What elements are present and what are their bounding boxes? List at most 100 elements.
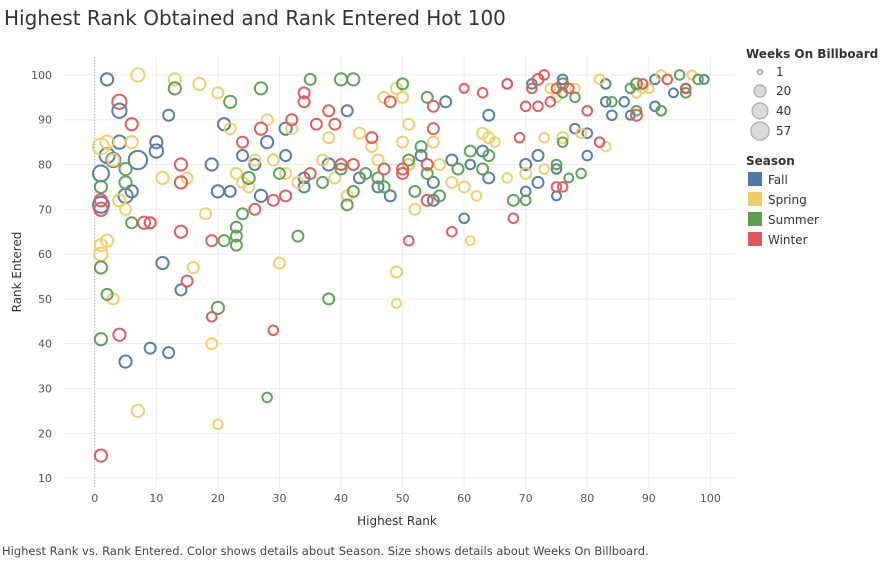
data-point bbox=[446, 225, 458, 238]
data-point bbox=[575, 167, 587, 180]
data-point bbox=[698, 73, 710, 85]
data-point bbox=[278, 121, 293, 136]
data-point bbox=[439, 95, 453, 109]
data-point bbox=[476, 162, 490, 176]
data-point bbox=[346, 72, 361, 87]
data-point bbox=[420, 90, 434, 104]
data-point bbox=[242, 180, 256, 194]
data-point bbox=[606, 109, 618, 122]
y-tick-label: 10 bbox=[38, 472, 52, 485]
y-tick-label: 90 bbox=[38, 114, 52, 127]
data-point bbox=[618, 96, 630, 108]
data-point bbox=[414, 140, 428, 154]
data-point bbox=[297, 86, 311, 100]
data-point bbox=[93, 448, 109, 463]
data-point bbox=[322, 131, 336, 145]
data-point bbox=[371, 171, 385, 185]
data-point bbox=[186, 261, 200, 275]
data-point bbox=[340, 198, 354, 212]
data-point bbox=[297, 95, 311, 109]
data-point bbox=[377, 180, 391, 194]
data-point bbox=[334, 158, 348, 171]
data-point bbox=[261, 391, 273, 404]
y-tick-label: 60 bbox=[38, 248, 52, 261]
data-point bbox=[124, 117, 139, 132]
data-point bbox=[180, 274, 194, 288]
data-point bbox=[253, 188, 269, 203]
data-point bbox=[420, 193, 434, 207]
size-legend-label: 57 bbox=[776, 124, 791, 138]
data-point bbox=[396, 162, 410, 176]
data-point bbox=[127, 149, 149, 171]
data-point bbox=[550, 163, 563, 175]
data-point bbox=[118, 175, 133, 190]
y-axis-title: Rank Entered bbox=[10, 232, 24, 313]
data-point bbox=[118, 161, 133, 177]
data-point bbox=[162, 346, 176, 360]
data-point bbox=[118, 354, 133, 369]
data-point bbox=[365, 131, 379, 145]
chart-caption: Highest Rank vs. Rank Entered. Color sho… bbox=[2, 544, 649, 558]
data-point bbox=[93, 179, 109, 194]
data-point bbox=[149, 135, 164, 150]
data-point bbox=[673, 69, 686, 81]
color-legend-label: Summer bbox=[768, 213, 819, 227]
data-point bbox=[346, 184, 360, 198]
x-tick-label: 30 bbox=[272, 492, 286, 505]
data-point bbox=[303, 72, 317, 86]
data-point bbox=[316, 153, 330, 167]
data-point bbox=[445, 175, 459, 189]
data-point bbox=[556, 136, 569, 148]
data-point bbox=[464, 158, 477, 171]
color-legend-label: Winter bbox=[768, 233, 808, 247]
data-point bbox=[501, 172, 514, 184]
y-tick-label: 70 bbox=[38, 203, 52, 216]
data-points bbox=[91, 67, 710, 463]
data-point bbox=[538, 69, 550, 81]
data-point bbox=[420, 158, 434, 171]
data-point bbox=[205, 311, 218, 323]
data-point bbox=[556, 131, 570, 145]
data-point bbox=[210, 300, 226, 315]
data-point bbox=[91, 164, 110, 183]
data-point bbox=[396, 90, 410, 104]
data-point bbox=[328, 117, 342, 131]
data-point bbox=[526, 82, 538, 95]
data-point bbox=[93, 201, 109, 217]
data-point bbox=[143, 216, 157, 230]
color-legend-swatch bbox=[748, 212, 762, 226]
data-point bbox=[352, 126, 366, 140]
data-point bbox=[106, 152, 121, 168]
data-point bbox=[205, 234, 219, 248]
size-legend-title: Weeks On Billboard bbox=[746, 47, 878, 61]
data-point bbox=[408, 184, 422, 198]
data-point bbox=[124, 135, 139, 150]
data-point bbox=[426, 175, 440, 189]
data-point bbox=[457, 180, 471, 194]
data-point bbox=[223, 94, 238, 109]
data-point bbox=[550, 82, 563, 95]
x-axis-ticks: 0 10 20 30 40 50 60 70 80 90 100 bbox=[91, 492, 721, 505]
data-point bbox=[519, 166, 533, 180]
data-point bbox=[229, 229, 243, 243]
data-point bbox=[279, 189, 293, 203]
data-point bbox=[291, 229, 305, 243]
data-point bbox=[532, 100, 544, 113]
data-point bbox=[630, 104, 643, 117]
y-tick-label: 50 bbox=[38, 293, 52, 306]
data-point bbox=[593, 73, 606, 86]
data-point bbox=[303, 166, 317, 180]
data-point bbox=[266, 153, 280, 167]
data-point bbox=[365, 140, 379, 154]
data-point bbox=[241, 170, 256, 186]
data-point bbox=[377, 162, 391, 176]
x-tick-label: 20 bbox=[211, 492, 225, 505]
data-point bbox=[426, 99, 440, 113]
data-point bbox=[93, 260, 109, 275]
data-point bbox=[253, 81, 269, 96]
data-point bbox=[111, 93, 128, 110]
data-point bbox=[581, 104, 594, 117]
data-point bbox=[383, 95, 397, 109]
data-point bbox=[445, 153, 459, 167]
y-axis-ticks: 10 20 30 40 50 60 70 80 90 100 bbox=[31, 69, 52, 485]
